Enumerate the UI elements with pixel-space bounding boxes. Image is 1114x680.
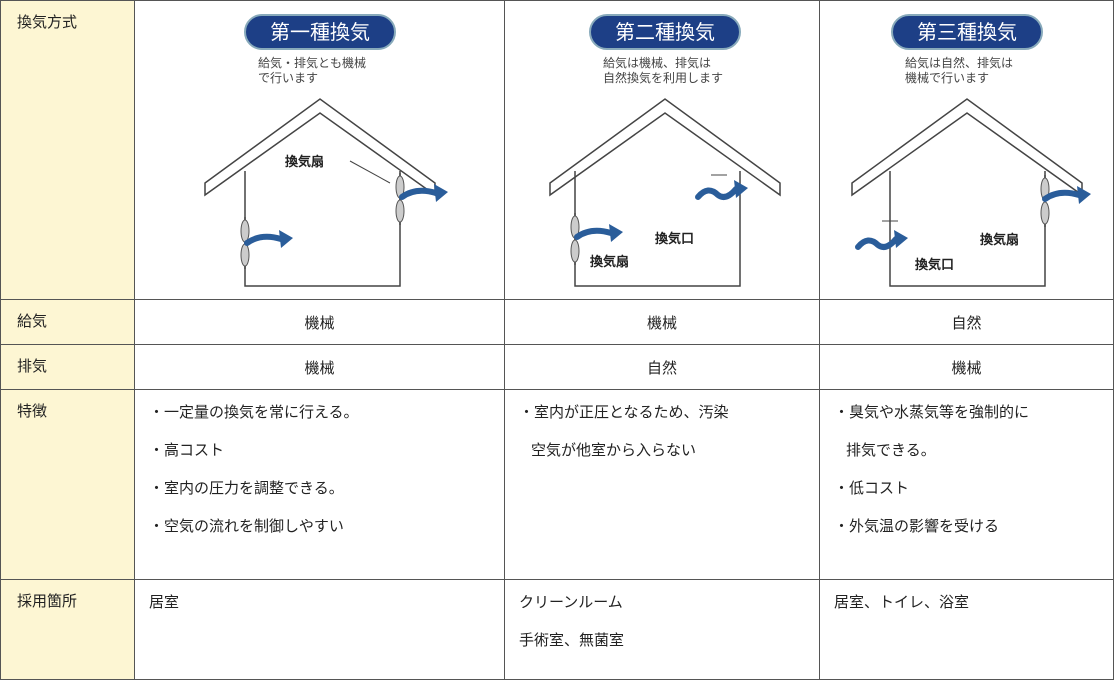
air-arrow — [399, 187, 439, 200]
arrow-head — [434, 184, 448, 202]
description: 給気は機械、排気は — [603, 55, 711, 70]
cell-text: ・一定量の換気を常に行える。 — [149, 403, 359, 421]
walls — [889, 171, 1046, 287]
fan-blade — [1040, 201, 1050, 225]
description: 給気は自然、排気は — [905, 55, 1013, 70]
row-label: 換気方式 — [1, 1, 135, 300]
air-arrow — [1042, 189, 1082, 202]
walls — [244, 171, 401, 287]
row-label: 給気 — [1, 300, 135, 345]
arrow-head — [279, 230, 293, 248]
data-cell: ・臭気や水蒸気等を強制的に排気できる。・低コスト・外気温の影響を受ける — [820, 390, 1114, 580]
row-label: 特徴 — [1, 390, 135, 580]
data-cell: クリーンルーム 手術室、無菌室 — [505, 580, 820, 680]
cell-text: ・低コスト — [834, 479, 910, 497]
arrow-head — [1077, 186, 1091, 204]
data-cell: 居室 — [135, 580, 505, 680]
data-cell: 自然 — [505, 345, 820, 390]
cell-text: 機械 — [646, 313, 677, 332]
cell-text: クリーンルーム — [519, 593, 623, 611]
cell-text: ・高コスト — [149, 441, 225, 459]
cell-text: 空気が他室から入らない — [531, 441, 697, 459]
diagram-label: 換気口 — [915, 257, 954, 273]
cell-text: 手術室、無菌室 — [519, 631, 625, 649]
data-cell: ・室内が正圧となるため、汚染空気が他室から入らない — [505, 390, 820, 580]
diagram-cell: 第一種換気給気・排気とも機械 で行います換気扇 — [135, 1, 505, 300]
cell-text: ・外気温の影響を受ける — [834, 517, 1000, 535]
data-cell: 機械 — [135, 345, 505, 390]
cell-text: ・空気の流れを制御しやすい — [149, 517, 344, 535]
cell-text: 自然 — [646, 358, 677, 377]
title-pill — [589, 14, 741, 50]
roof — [549, 98, 781, 197]
cell-text: 機械 — [304, 313, 335, 332]
row-label: 採用箇所 — [1, 580, 135, 680]
type-title: 第一種換気 — [270, 20, 370, 44]
cell-text: ・臭気や水蒸気等を強制的に — [834, 403, 1030, 421]
arrow-head — [894, 230, 908, 248]
cell-text: 機械 — [304, 358, 335, 377]
row-label: 排気 — [1, 345, 135, 390]
description: で行います — [258, 71, 318, 85]
air-arrow — [574, 227, 614, 240]
air-arrow — [244, 233, 284, 246]
fan-blade — [570, 239, 580, 263]
cell-text: ・室内が正圧となるため、汚染 — [519, 403, 729, 421]
leader — [349, 160, 391, 184]
data-cell: ・一定量の換気を常に行える。 ・高コスト・室内の圧力を調整できる。 ・空気の流れを制… — [135, 390, 505, 580]
cell-text: 居室、トイレ、浴室 — [834, 593, 970, 611]
title-pill — [244, 14, 396, 50]
type-title: 第二種換気 — [615, 20, 715, 44]
description: 給気・排気とも機械 — [258, 55, 366, 70]
description: 機械で行います — [905, 70, 989, 85]
arrow-head — [609, 224, 623, 242]
cell-text: 機械 — [951, 358, 982, 377]
fan-blade — [240, 219, 250, 243]
cell-text: 排気できる。 — [846, 441, 936, 459]
data-cell: 機械 — [135, 300, 505, 345]
data-cell: 機械 — [820, 345, 1114, 390]
data-cell: 自然 — [820, 300, 1114, 345]
data-cell: 居室、トイレ、浴室 — [820, 580, 1114, 680]
diagram-label: 換気扇 — [980, 232, 1019, 248]
description: 自然換気を利用します — [603, 70, 723, 85]
cell-text: 自然 — [951, 313, 982, 332]
diagram-label: 換気口 — [655, 231, 694, 247]
title-pill — [891, 14, 1043, 50]
diagram-label: 換気扇 — [285, 154, 324, 170]
fan-blade — [395, 199, 405, 223]
fan-blade — [240, 243, 250, 267]
diagram-label: 換気扇 — [590, 254, 629, 270]
cell-text: ・室内の圧力を調整できる。 — [149, 479, 344, 497]
arrow-head — [734, 180, 748, 198]
air-arrow — [695, 186, 739, 200]
air-arrow — [855, 236, 899, 250]
diagram-cell: 第二種換気給気は機械、排気は 自然換気を利用します換気扇 換気口 — [505, 1, 820, 300]
data-cell: 機械 — [505, 300, 820, 345]
diagram-cell: 第三種換気給気は自然、排気は 機械で行います換気口 換気扇 — [820, 1, 1114, 300]
type-title: 第三種換気 — [917, 20, 1017, 44]
cell-text: 居室 — [149, 593, 180, 611]
